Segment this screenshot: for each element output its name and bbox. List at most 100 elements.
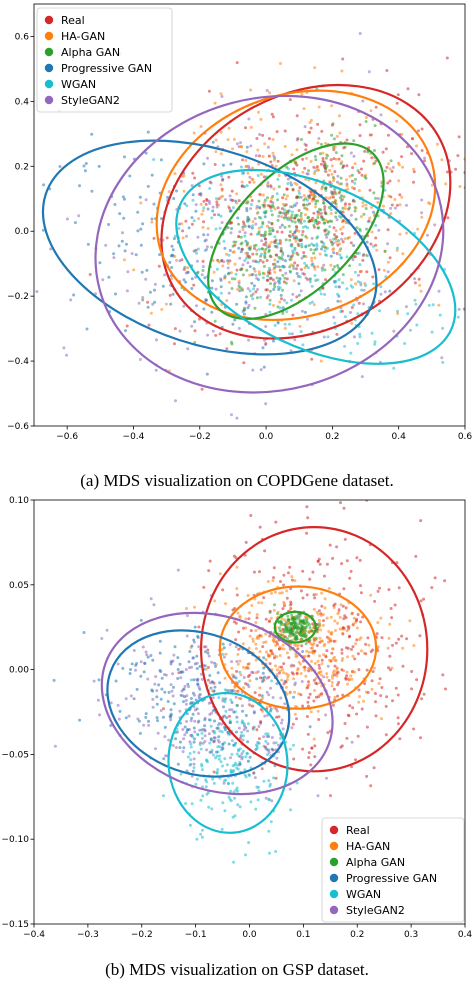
scatter-point	[85, 327, 89, 331]
scatter-point	[258, 686, 262, 690]
scatter-point	[211, 205, 215, 209]
scatter-point	[290, 219, 294, 223]
scatter-point	[277, 185, 281, 189]
scatter-point	[141, 298, 145, 302]
scatter-point	[299, 214, 303, 218]
ellipse-real	[200, 526, 429, 773]
scatter-point	[259, 252, 263, 256]
scatter-point	[257, 110, 260, 114]
scatter-point	[53, 744, 57, 748]
scatter-point	[396, 722, 400, 726]
scatter-point	[256, 288, 259, 291]
scatter-point	[210, 245, 214, 249]
scatter-point	[419, 599, 423, 603]
scatter-point	[255, 613, 259, 617]
scatter-point	[363, 282, 367, 285]
scatter-point	[228, 259, 232, 263]
scatter-point	[375, 248, 379, 252]
scatter-point	[398, 737, 402, 741]
scatter-point	[352, 303, 356, 307]
scatter-point	[312, 251, 316, 255]
legend-marker	[329, 841, 339, 851]
scatter-point	[98, 713, 102, 717]
scatter-point	[395, 246, 399, 250]
scatter-point	[172, 653, 176, 657]
scatter-point	[179, 693, 183, 697]
scatter-point	[90, 189, 94, 193]
scatter-point	[205, 748, 209, 752]
scatter-point	[183, 202, 187, 206]
scatter-point	[289, 216, 293, 220]
scatter-point	[320, 662, 324, 666]
scatter-point	[144, 198, 148, 202]
scatter-point	[218, 729, 222, 733]
scatter-point	[351, 285, 354, 289]
scatter-point	[278, 669, 282, 673]
scatter-point	[307, 215, 310, 219]
scatter-point	[386, 260, 390, 264]
scatter-point	[374, 159, 378, 163]
scatter-point	[276, 285, 280, 289]
scatter-point	[137, 719, 141, 723]
scatter-point	[345, 255, 349, 259]
scatter-point	[153, 282, 157, 286]
scatter-point	[224, 769, 228, 773]
scatter-point	[154, 747, 157, 751]
scatter-point	[336, 264, 339, 267]
scatter-point	[232, 137, 236, 141]
scatter-point	[415, 678, 419, 682]
scatter-point	[380, 717, 383, 721]
scatter-point	[300, 309, 304, 313]
scatter-point	[230, 342, 234, 346]
scatter-point	[186, 728, 190, 732]
scatter-point	[139, 243, 143, 247]
scatter-point	[295, 295, 299, 299]
scatter-point	[163, 735, 167, 739]
scatter-point	[295, 183, 299, 186]
scatter-point	[406, 312, 410, 316]
scatter-point	[370, 156, 374, 160]
scatter-point	[271, 579, 275, 583]
scatter-point	[206, 333, 210, 337]
scatter-point	[316, 216, 320, 219]
scatter-point	[304, 213, 307, 217]
scatter-point	[344, 646, 348, 650]
scatter-point	[318, 623, 322, 627]
scatter-point	[341, 273, 345, 277]
scatter-point	[255, 616, 259, 620]
legend-label: HA-GAN	[346, 840, 390, 853]
scatter-point	[284, 238, 288, 242]
scatter-point	[344, 677, 348, 681]
scatter-point	[267, 779, 271, 783]
scatter-point	[297, 191, 301, 195]
scatter-point	[255, 137, 259, 140]
scatter-point	[353, 209, 357, 213]
scatter-point	[217, 197, 221, 201]
scatter-point	[296, 643, 300, 647]
scatter-point	[229, 768, 233, 772]
scatter-point	[244, 165, 248, 169]
scatter-point	[335, 674, 339, 678]
scatter-point	[348, 576, 352, 580]
scatter-point	[173, 327, 177, 331]
scatter-point	[327, 587, 331, 590]
x-tick-label: 0.1	[296, 930, 310, 940]
scatter-point	[248, 755, 252, 759]
scatter-point	[306, 198, 309, 202]
scatter-point	[152, 236, 156, 240]
scatter-point	[444, 182, 448, 186]
scatter-point	[130, 252, 134, 256]
scatter-point	[242, 728, 246, 732]
scatter-point	[332, 137, 336, 141]
scatter-point	[101, 278, 105, 282]
ellipse-alpha-gan	[273, 610, 317, 644]
scatter-point	[295, 213, 299, 217]
scatter-point	[341, 693, 345, 697]
scatter-point	[304, 148, 308, 152]
scatter-point	[387, 636, 391, 640]
scatter-point	[345, 164, 349, 168]
scatter-point	[247, 841, 251, 845]
scatter-point	[299, 330, 303, 334]
scatter-point	[173, 645, 177, 649]
scatter-point	[233, 796, 237, 800]
